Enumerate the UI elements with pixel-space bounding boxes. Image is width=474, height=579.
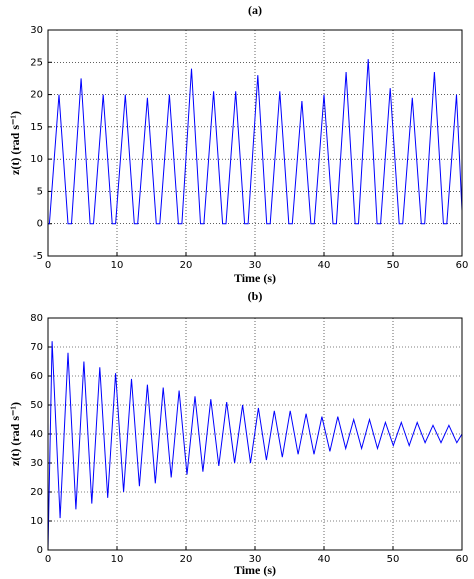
x-axis-label: Time (s) [234, 271, 276, 285]
y-tick-label: 15 [30, 122, 43, 133]
plot-frame [47, 29, 463, 257]
x-tick-label: 40 [318, 554, 331, 565]
y-tick-label: 0 [37, 219, 43, 230]
y-tick-label: 30 [30, 458, 43, 469]
x-tick-label: 50 [387, 554, 400, 565]
y-tick-label: 10 [30, 154, 43, 165]
x-tick-label: 30 [249, 260, 262, 271]
y-tick-label: 10 [30, 516, 43, 527]
x-tick-label: 10 [111, 260, 124, 271]
plot-frame [47, 317, 463, 551]
y-tick-label: 50 [30, 400, 43, 411]
y-axis-label: z(t) (rad s⁻¹) [8, 402, 22, 466]
panel-title: (a) [248, 3, 262, 17]
x-tick-label: 10 [111, 554, 124, 565]
y-tick-label: 0 [37, 545, 43, 556]
y-tick-label: 30 [30, 25, 43, 36]
panel-title: (b) [248, 289, 263, 303]
y-tick-label: -5 [33, 251, 43, 262]
line [47, 341, 463, 551]
y-tick-label: 5 [37, 186, 43, 197]
x-tick-label: 60 [456, 260, 469, 271]
y-tick-label: 20 [30, 90, 43, 101]
y-tick-label: 70 [30, 342, 43, 353]
x-tick-label: 0 [45, 554, 51, 565]
x-tick-label: 40 [318, 260, 331, 271]
y-tick-label: 60 [30, 371, 43, 382]
x-tick-label: 20 [180, 554, 193, 565]
y-axis-label: z(t) (rad s⁻¹) [8, 111, 22, 175]
x-axis-label: Time (s) [234, 563, 276, 577]
y-tick-label: 80 [30, 313, 43, 324]
x-tick-label: 30 [249, 554, 262, 565]
y-tick-label: 40 [30, 429, 43, 440]
y-tick-label: 25 [30, 57, 43, 68]
line [48, 59, 463, 225]
x-tick-label: 50 [387, 260, 400, 271]
x-tick-label: 60 [456, 554, 469, 565]
y-tick-label: 20 [30, 487, 43, 498]
x-tick-label: 0 [45, 260, 51, 271]
x-tick-label: 20 [180, 260, 193, 271]
